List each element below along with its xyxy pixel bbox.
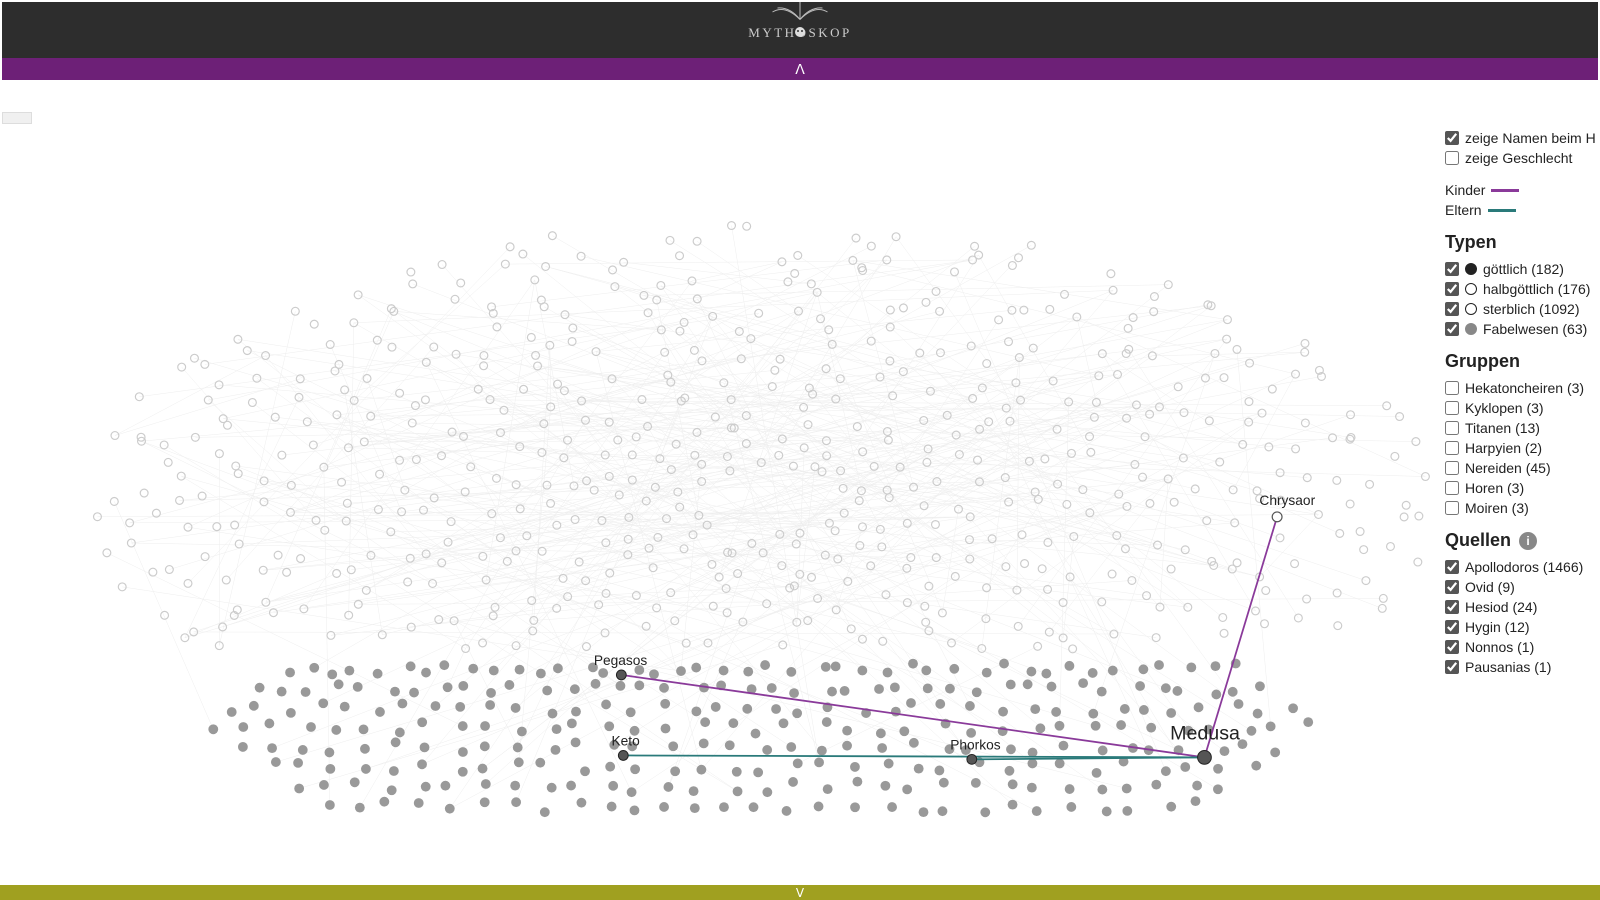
type-dot-icon	[1465, 283, 1477, 295]
type-dot-icon	[1465, 323, 1477, 335]
type-dot-icon	[1465, 303, 1477, 315]
quellen-item-hygin[interactable]: Hygin (12)	[1445, 619, 1600, 635]
typen-item-sterblich[interactable]: sterblich (1092)	[1445, 301, 1600, 317]
quellen-item-pausanias[interactable]: Pausanias (1)	[1445, 659, 1600, 675]
expand-bottom-icon[interactable]: ᐯ	[796, 886, 804, 900]
node-phorkos[interactable]	[967, 754, 977, 764]
typen-item-fabelwesen[interactable]: Fabelwesen (63)	[1445, 321, 1600, 337]
quellen-item-ovid[interactable]: Ovid (9)	[1445, 579, 1600, 595]
section-quellen-title: Quellen i	[1445, 530, 1600, 551]
gruppen-item-hekatoncheiren[interactable]: Hekatoncheiren (3)	[1445, 380, 1600, 396]
section-gruppen-title: Gruppen	[1445, 351, 1600, 372]
network-graph[interactable]: Medusa Pegasos Chrysaor Keto Phorkos	[0, 80, 1600, 885]
node-chrysaor[interactable]	[1272, 512, 1282, 522]
gruppen-item-kyklopen[interactable]: Kyklopen (3)	[1445, 400, 1600, 416]
gruppen-item-horen[interactable]: Horen (3)	[1445, 480, 1600, 496]
sidebar: zeige Namen beim H zeige Geschlecht Kind…	[1445, 130, 1600, 679]
info-icon[interactable]: i	[1519, 532, 1537, 550]
graph-canvas[interactable]: Medusa Pegasos Chrysaor Keto Phorkos	[0, 80, 1600, 885]
gruppen-item-titanen[interactable]: Titanen (13)	[1445, 420, 1600, 436]
type-dot-icon	[1465, 263, 1477, 275]
topbar-purple: ᐱ	[2, 58, 1598, 80]
gruppen-item-moiren[interactable]: Moiren (3)	[1445, 500, 1600, 516]
node-pegasos[interactable]	[616, 670, 626, 680]
bottombar: ᐯ	[0, 885, 1600, 900]
node-label-chrysaor: Chrysaor	[1259, 493, 1315, 508]
node-keto[interactable]	[618, 751, 628, 761]
topbar: MYTHOSKOP	[2, 2, 1598, 58]
collapse-top-icon[interactable]: ᐱ	[795, 61, 805, 78]
legend-kinder: Kinder	[1445, 182, 1600, 198]
quellen-item-hesiod[interactable]: Hesiod (24)	[1445, 599, 1600, 615]
quellen-item-apollodoros[interactable]: Apollodoros (1466)	[1445, 559, 1600, 575]
typen-item-halbgoettlich[interactable]: halbgöttlich (176)	[1445, 281, 1600, 297]
node-label-keto: Keto	[612, 734, 641, 749]
gruppen-item-nereiden[interactable]: Nereiden (45)	[1445, 460, 1600, 476]
node-label-phorkos: Phorkos	[950, 738, 1001, 753]
legend-eltern: Eltern	[1445, 202, 1600, 218]
section-typen-title: Typen	[1445, 232, 1600, 253]
node-label-medusa: Medusa	[1170, 723, 1240, 745]
node-label-pegasos: Pegasos	[594, 653, 648, 668]
gruppen-item-harpyien[interactable]: Harpyien (2)	[1445, 440, 1600, 456]
brand-logo[interactable]: MYTHOSKOP	[725, 2, 875, 58]
quellen-item-nonnos[interactable]: Nonnos (1)	[1445, 639, 1600, 655]
typen-item-goettlich[interactable]: göttlich (182)	[1445, 261, 1600, 277]
toggle-show-gender[interactable]: zeige Geschlecht	[1445, 150, 1600, 166]
toggle-show-names[interactable]: zeige Namen beim H	[1445, 130, 1600, 146]
